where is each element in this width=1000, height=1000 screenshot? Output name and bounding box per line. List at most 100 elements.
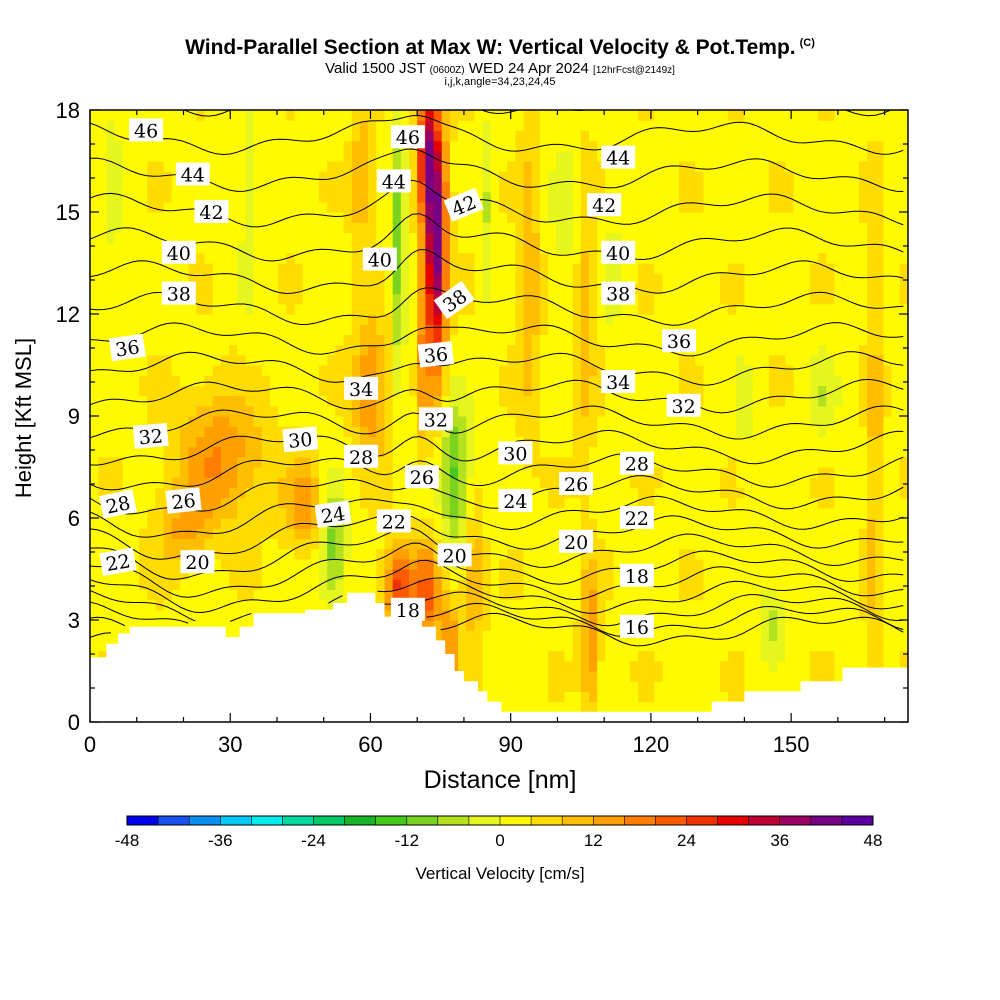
velocity-cell (515, 405, 525, 417)
velocity-cell (310, 232, 320, 244)
velocity-cell (359, 518, 369, 529)
velocity-cell (335, 467, 345, 478)
velocity-cell (760, 161, 770, 172)
velocity-cell (368, 538, 377, 550)
velocity-cell (327, 273, 336, 284)
velocity-cell (556, 640, 566, 652)
velocity-cell (638, 120, 647, 131)
velocity-cell (499, 110, 508, 121)
velocity-cell (384, 110, 394, 121)
velocity-cell (564, 691, 574, 703)
velocity-cell (531, 303, 541, 315)
velocity-cell (662, 589, 672, 601)
velocity-cell (490, 283, 500, 295)
velocity-cell (114, 375, 124, 386)
velocity-cell (474, 375, 484, 386)
velocity-cell (760, 620, 770, 631)
velocity-cell (294, 477, 304, 488)
velocity-cell (695, 191, 705, 203)
velocity-cell (441, 589, 451, 601)
velocity-cell (458, 252, 467, 264)
velocity-cell (90, 242, 99, 254)
velocity-cell (589, 110, 598, 121)
velocity-cell (654, 201, 664, 213)
velocity-cell (629, 344, 639, 356)
velocity-cell (188, 416, 197, 427)
velocity-cell (163, 171, 173, 182)
velocity-cell (515, 579, 525, 590)
velocity-cell (139, 252, 148, 264)
velocity-cell (368, 191, 377, 203)
velocity-cell (245, 334, 255, 346)
velocity-cell (687, 303, 696, 315)
velocity-cell (130, 497, 140, 509)
velocity-cell (302, 273, 312, 284)
velocity-cell (760, 558, 770, 570)
velocity-cell (343, 161, 353, 172)
velocity-cell (711, 599, 721, 611)
velocity-cell (629, 681, 639, 692)
velocity-cell (368, 140, 377, 152)
velocity-cell (147, 334, 157, 346)
velocity-cell (531, 507, 541, 519)
velocity-cell (261, 201, 271, 213)
velocity-cell (343, 569, 353, 580)
velocity-cell (392, 456, 402, 468)
velocity-cell (409, 548, 418, 560)
velocity-cell (490, 365, 500, 376)
velocity-cell (662, 569, 672, 580)
velocity-cell (433, 365, 443, 376)
velocity-cell (278, 130, 287, 142)
velocity-cell (589, 385, 598, 397)
velocity-cell (752, 518, 762, 529)
velocity-cell (163, 110, 173, 121)
velocity-cell (261, 191, 271, 203)
velocity-cell (695, 385, 705, 397)
velocity-cell (654, 528, 664, 539)
velocity-cell (220, 354, 230, 366)
velocity-cell (548, 660, 557, 672)
velocity-cell (180, 232, 189, 244)
velocity-cell (359, 232, 369, 244)
velocity-cell (392, 344, 402, 356)
velocity-cell (98, 181, 107, 193)
velocity-cell (114, 150, 124, 162)
velocity-cell (245, 191, 255, 203)
velocity-cell (229, 497, 238, 509)
velocity-cell (188, 232, 197, 244)
velocity-cell (310, 171, 320, 182)
velocity-cell (212, 324, 222, 335)
velocity-cell (294, 324, 304, 335)
velocity-cell (662, 660, 672, 672)
velocity-cell (736, 548, 745, 560)
velocity-cell (670, 558, 680, 570)
velocity-cell (180, 579, 189, 590)
velocity-cell (490, 263, 500, 274)
velocity-cell (597, 538, 606, 550)
velocity-cell (646, 263, 655, 274)
velocity-cell (114, 120, 124, 131)
velocity-cell (548, 691, 557, 703)
velocity-cell (212, 416, 222, 427)
velocity-cell (204, 252, 214, 264)
velocity-cell (589, 405, 598, 417)
velocity-cell (90, 283, 99, 295)
velocity-cell (458, 334, 467, 346)
velocity-cell (449, 222, 459, 233)
velocity-cell (106, 201, 116, 213)
velocity-cell (482, 507, 492, 519)
velocity-cell (212, 242, 222, 254)
velocity-cell (572, 314, 582, 325)
velocity-cell (605, 416, 615, 427)
velocity-cell (572, 548, 582, 560)
velocity-cell (359, 467, 369, 478)
velocity-cell (679, 620, 688, 631)
velocity-cell (466, 212, 476, 223)
velocity-cell (572, 222, 582, 233)
velocity-cell (409, 181, 418, 193)
velocity-cell (376, 558, 386, 570)
velocity-cell (613, 263, 623, 274)
velocity-cell (605, 273, 615, 284)
velocity-cell (670, 426, 680, 437)
velocity-cell (163, 232, 173, 244)
